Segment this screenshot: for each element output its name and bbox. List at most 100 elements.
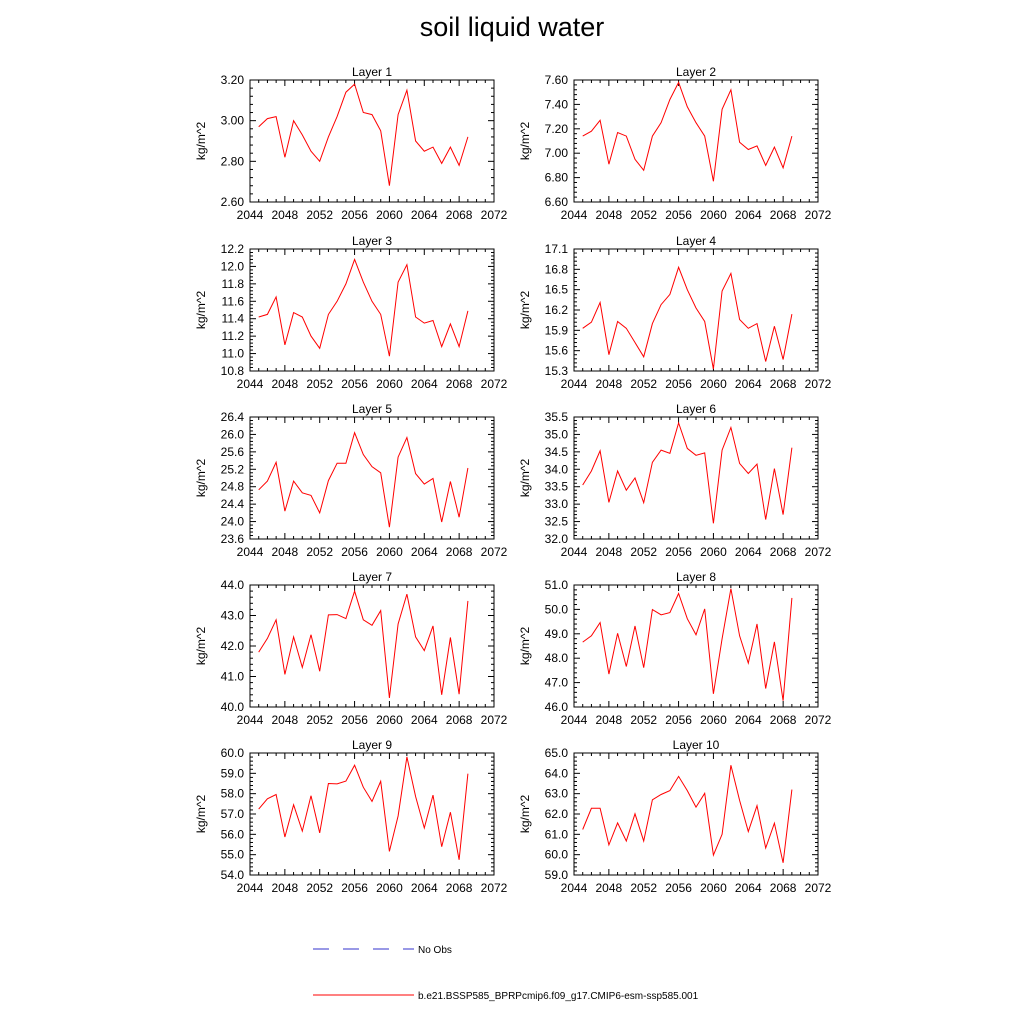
- y-tick-label: 59.0: [545, 868, 569, 882]
- y-tick-label: 34.0: [545, 462, 569, 476]
- x-tick-label: 2068: [770, 208, 797, 222]
- x-tick-label: 2068: [770, 545, 797, 559]
- plot-frame: [249, 79, 495, 203]
- y-tick-label: 17.1: [545, 242, 569, 256]
- x-tick-label: 2072: [481, 208, 508, 222]
- y-tick-label: 46.0: [545, 700, 569, 714]
- x-tick-label: 2052: [306, 545, 333, 559]
- x-tick-label: 2056: [341, 208, 368, 222]
- legend: No Obs b.e21.BSSP585_BPRPcmip6.f09_g17.CM…: [313, 945, 699, 1002]
- y-tick-label: 15.6: [545, 344, 569, 358]
- x-tick-label: 2060: [700, 208, 727, 222]
- y-axis-label: kg/m^2: [518, 122, 532, 161]
- panel-10: Layer 10 59.0 60.0 61.0 62.0 63.0 64.0 65.0 2044…: [518, 738, 832, 895]
- y-tick-label: 60.0: [545, 848, 569, 862]
- panel-title: Layer 6: [676, 402, 716, 416]
- x-tick-label: 2056: [341, 545, 368, 559]
- y-tick-label: 48.0: [545, 651, 569, 665]
- series-line: [258, 589, 469, 698]
- y-tick-label: 61.0: [545, 827, 569, 841]
- x-tick-label: 2056: [665, 881, 692, 895]
- plot-frame: [249, 584, 495, 708]
- series-line: [582, 765, 793, 863]
- y-tick-label: 58.0: [221, 787, 245, 801]
- y-tick-label: 11.4: [222, 312, 245, 326]
- y-tick-label: 12.2: [221, 242, 245, 256]
- series-line: [582, 588, 793, 701]
- series-line: [258, 756, 469, 860]
- x-tick-label: 2052: [306, 208, 333, 222]
- x-tick-label: 2044: [237, 881, 264, 895]
- x-tick-label: 2056: [665, 208, 692, 222]
- y-tick-label: 2.80: [221, 154, 245, 168]
- y-tick-label: 7.20: [545, 122, 569, 136]
- y-tick-label: 11.6: [222, 294, 245, 308]
- x-tick-label: 2064: [735, 377, 762, 391]
- y-axis-label: kg/m^2: [518, 459, 532, 498]
- y-tick-label: 24.8: [221, 480, 245, 494]
- y-tick-label: 10.8: [221, 364, 245, 378]
- y-tick-label: 16.5: [545, 283, 569, 297]
- x-tick-label: 2072: [481, 545, 508, 559]
- x-tick-label: 2056: [341, 881, 368, 895]
- y-tick-label: 32.5: [545, 515, 569, 529]
- y-tick-label: 15.9: [545, 323, 569, 337]
- x-tick-label: 2048: [272, 545, 299, 559]
- panel-title: Layer 1: [352, 65, 392, 79]
- plot-frame: [573, 79, 819, 203]
- x-tick-label: 2044: [561, 208, 588, 222]
- y-tick-label: 56.0: [221, 827, 245, 841]
- x-tick-label: 2068: [446, 545, 473, 559]
- x-tick-label: 2068: [446, 881, 473, 895]
- y-tick-label: 3.20: [221, 73, 245, 87]
- x-tick-label: 2072: [805, 881, 832, 895]
- panel-8: Layer 8 46.0 47.0 48.0 49.0 50.0 51.0 2044 2048 2…: [518, 570, 832, 727]
- y-tick-label: 7.40: [545, 97, 569, 111]
- x-tick-label: 2064: [735, 713, 762, 727]
- y-axis-label: kg/m^2: [194, 795, 208, 834]
- x-tick-label: 2060: [376, 713, 403, 727]
- x-tick-label: 2052: [306, 713, 333, 727]
- y-tick-label: 63.0: [545, 787, 569, 801]
- panel-9: Layer 9 54.0 55.0 56.0 57.0 58.0 59.0 60.0 2044 2…: [194, 738, 508, 895]
- x-tick-label: 2056: [341, 377, 368, 391]
- x-tick-label: 2068: [770, 881, 797, 895]
- y-tick-label: 34.5: [545, 445, 569, 459]
- panel-5: Layer 5 23.6 24.0 24.4 24.8 25.2 25.6 26.0 26.4 2…: [194, 402, 508, 559]
- legend-label-model: b.e21.BSSP585_BPRPcmip6.f09_g17.CMIP6-es…: [418, 991, 699, 1002]
- x-tick-label: 2056: [665, 377, 692, 391]
- x-tick-label: 2048: [272, 377, 299, 391]
- y-tick-label: 60.0: [221, 746, 245, 760]
- x-tick-label: 2052: [630, 881, 657, 895]
- x-tick-label: 2068: [770, 377, 797, 391]
- y-tick-label: 50.0: [545, 602, 569, 616]
- panel-title: Layer 5: [352, 402, 392, 416]
- y-tick-label: 35.0: [545, 427, 569, 441]
- y-tick-label: 41.0: [221, 670, 245, 684]
- x-tick-label: 2064: [411, 881, 438, 895]
- y-tick-label: 6.60: [545, 195, 569, 209]
- legend-label-no-obs: No Obs: [418, 945, 452, 956]
- x-tick-label: 2048: [272, 713, 299, 727]
- panel-4: Layer 4 15.3 15.6 15.9 16.2 16.5 16.8 17.1 2044 2…: [518, 234, 832, 391]
- y-tick-label: 25.6: [221, 445, 245, 459]
- y-tick-label: 62.0: [545, 807, 569, 821]
- y-tick-label: 51.0: [545, 578, 569, 592]
- x-tick-label: 2044: [237, 545, 264, 559]
- y-axis-label: kg/m^2: [194, 291, 208, 330]
- series-line: [258, 258, 469, 357]
- x-tick-label: 2064: [735, 208, 762, 222]
- x-tick-label: 2060: [700, 713, 727, 727]
- series-line: [582, 81, 793, 182]
- x-tick-label: 2052: [630, 377, 657, 391]
- x-tick-label: 2044: [561, 713, 588, 727]
- x-tick-label: 2060: [700, 881, 727, 895]
- panel-2: Layer 2 6.60 6.80 7.00 7.20 7.40 7.60 2044 2048 2…: [518, 65, 832, 222]
- series-line: [258, 431, 469, 528]
- plot-frame: [249, 248, 495, 372]
- y-axis-label: kg/m^2: [194, 459, 208, 498]
- panel-1: Layer 1 2.60 2.80 3.00 3.20 2044 2048 2052 2056 2…: [194, 65, 508, 222]
- x-tick-label: 2048: [272, 881, 299, 895]
- x-tick-label: 2056: [341, 713, 368, 727]
